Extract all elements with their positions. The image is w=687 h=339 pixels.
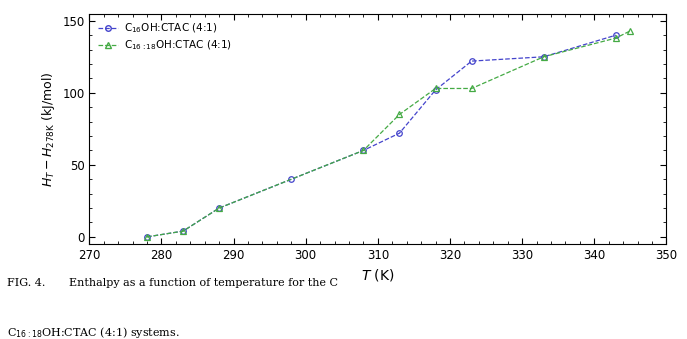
Legend: C$_{16}$OH:CTAC (4:1), C$_{16:18}$OH:CTAC (4:1): C$_{16}$OH:CTAC (4:1), C$_{16:18}$OH:CTA…: [95, 19, 235, 55]
Text: FIG. 4.: FIG. 4.: [7, 278, 45, 288]
X-axis label: $T$ (K): $T$ (K): [361, 267, 394, 283]
Text: Enthalpy as a function of temperature for the C: Enthalpy as a function of temperature fo…: [69, 278, 338, 288]
Y-axis label: $H_T - H_{278\mathrm{K}}$ (kJ/mol): $H_T - H_{278\mathrm{K}}$ (kJ/mol): [40, 71, 56, 187]
Text: C$_{16:18}$OH:CTAC (4:1) systems.: C$_{16:18}$OH:CTAC (4:1) systems.: [7, 325, 179, 339]
